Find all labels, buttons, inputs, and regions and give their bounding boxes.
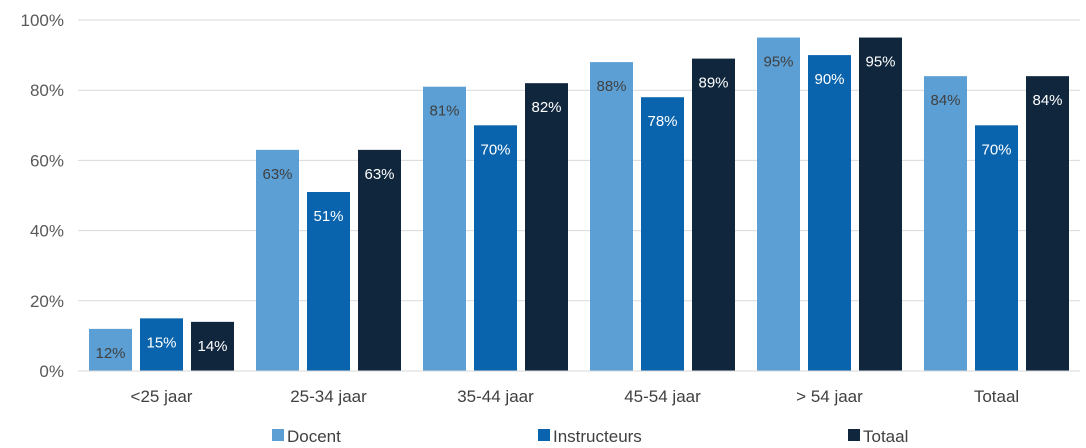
x-axis-categories: <25 jaar 25-34 jaar 35-44 jaar 45-54 jaar > …: [131, 387, 1020, 406]
legend-swatch-docent: [272, 429, 284, 441]
data-label: 81%: [429, 103, 459, 120]
x-category-label: 45-54 jaar: [624, 387, 701, 406]
bar-totaal: [859, 37, 902, 372]
data-label: 89%: [698, 75, 728, 92]
data-label: 88%: [596, 78, 626, 95]
legend-swatch-instructeurs: [538, 429, 550, 441]
y-tick-label: 0%: [39, 362, 64, 381]
bar-instructeurs: [641, 97, 684, 371]
bar-docent: [924, 76, 967, 371]
bar-totaal: [358, 149, 401, 371]
bar-instructeurs: [307, 191, 350, 371]
bar-docent: [256, 149, 299, 371]
data-label: 12%: [95, 345, 125, 362]
data-label: 78%: [647, 113, 677, 130]
bars: [89, 37, 1069, 372]
x-category-label: 35-44 jaar: [457, 387, 534, 406]
bar-totaal: [191, 321, 234, 371]
bar-totaal: [525, 83, 568, 372]
data-label: 15%: [146, 334, 176, 351]
data-label: 90%: [814, 71, 844, 88]
legend: Docent Instructeurs Totaal: [272, 427, 908, 446]
data-label: 84%: [1032, 92, 1062, 109]
data-label: 82%: [531, 99, 561, 116]
bar-docent: [757, 37, 800, 372]
legend-swatch-totaal: [848, 429, 860, 441]
data-label: 84%: [930, 92, 960, 109]
legend-label: Docent: [287, 427, 341, 446]
data-label: 70%: [981, 141, 1011, 158]
y-tick-label: 80%: [30, 81, 64, 100]
data-label: 95%: [865, 54, 895, 71]
bar-totaal: [1026, 76, 1069, 371]
data-labels: 12% 15% 14% 63% 51% 63% 81% 70% 82% 88% 78% 89% 95% 9…: [95, 54, 1062, 362]
x-category-label: > 54 jaar: [796, 387, 863, 406]
x-category-label: <25 jaar: [131, 387, 193, 406]
bar-totaal: [692, 58, 735, 372]
bar-instructeurs: [808, 55, 851, 371]
legend-label: Instructeurs: [553, 427, 642, 446]
bar-docent: [590, 62, 633, 372]
data-label: 63%: [262, 166, 292, 183]
gridlines: [78, 19, 1080, 302]
bar-docent: [89, 328, 132, 371]
y-tick-label: 20%: [30, 292, 64, 311]
x-category-label: Totaal: [974, 387, 1019, 406]
x-category-label: 25-34 jaar: [290, 387, 367, 406]
data-label: 63%: [364, 166, 394, 183]
bar-docent: [423, 86, 466, 371]
y-axis-ticks: 0% 20% 40% 60% 80% 100%: [21, 11, 64, 381]
bar-instructeurs: [140, 318, 183, 371]
data-label: 95%: [763, 54, 793, 71]
y-tick-label: 60%: [30, 151, 64, 170]
y-tick-label: 100%: [21, 11, 64, 30]
legend-label: Totaal: [863, 427, 908, 446]
data-label: 70%: [480, 141, 510, 158]
data-label: 14%: [197, 338, 227, 355]
bar-instructeurs: [474, 125, 517, 371]
data-label: 51%: [313, 208, 343, 225]
y-tick-label: 40%: [30, 222, 64, 241]
bar-instructeurs: [975, 125, 1018, 371]
